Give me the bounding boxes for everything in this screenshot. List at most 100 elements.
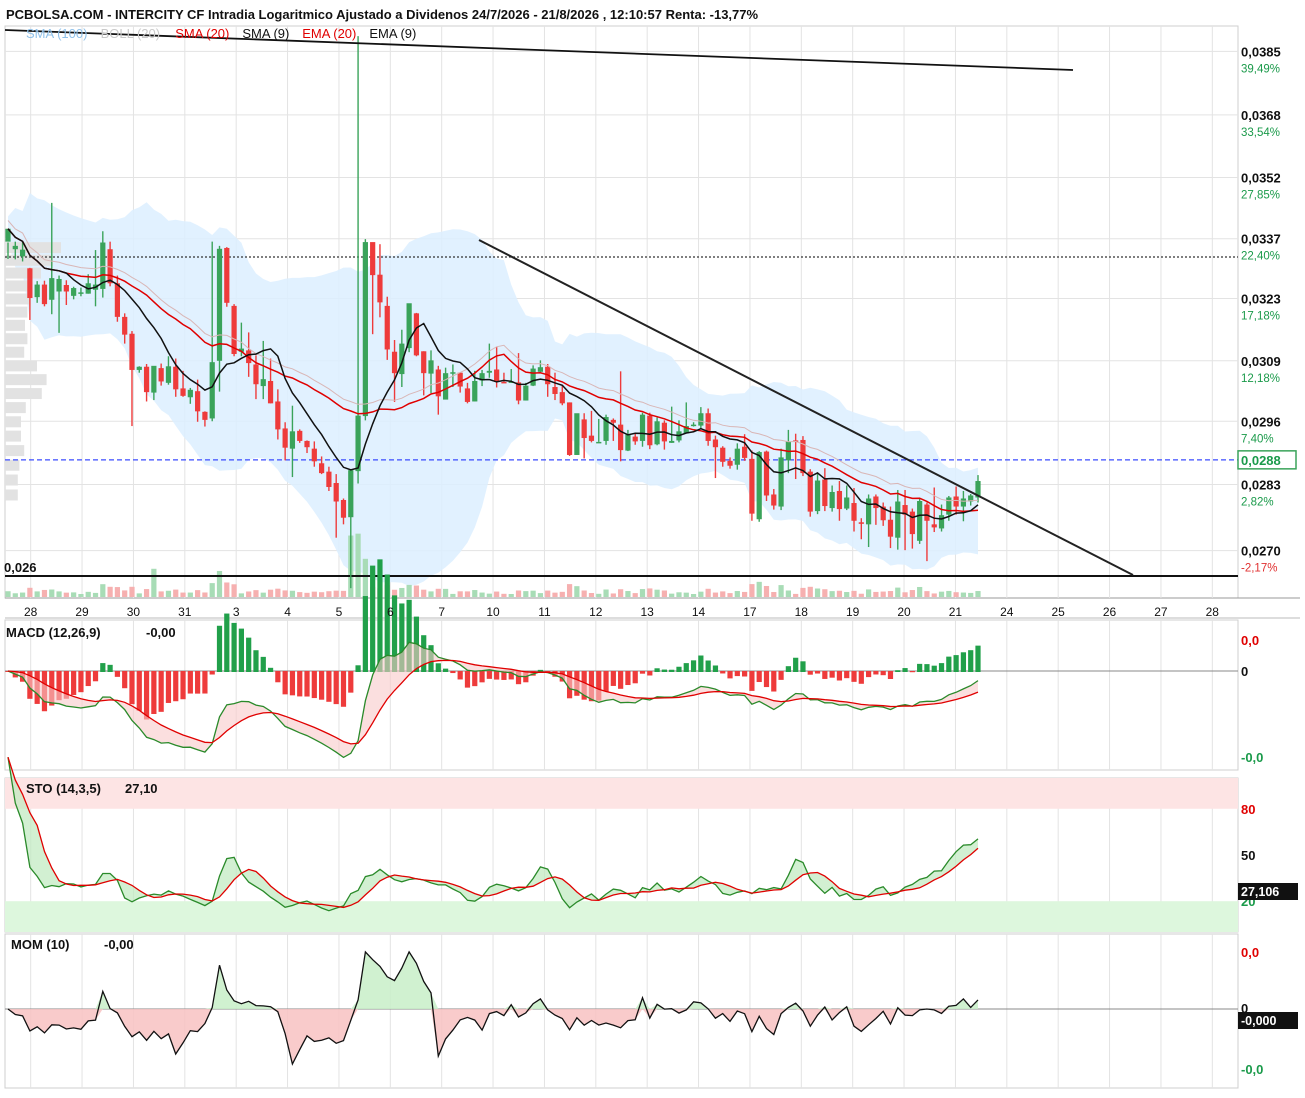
y-tick-pct: 2,82% <box>1241 496 1274 508</box>
legend-entry: SMA (20) <box>175 26 229 41</box>
macd-histogram-bar <box>537 669 544 672</box>
candle-body <box>771 494 777 506</box>
candle-body <box>399 343 405 375</box>
macd-histogram-bar <box>793 657 799 672</box>
volume-bar <box>807 586 813 597</box>
macd-histogram-bar <box>165 671 172 703</box>
volume-bar <box>12 593 18 597</box>
sto-oversold-zone <box>5 901 1238 932</box>
y-tick-price: 0,0352 <box>1241 170 1281 185</box>
candle-body <box>778 457 784 507</box>
candle-body <box>151 365 157 393</box>
x-tick-label: 7 <box>438 605 445 619</box>
macd-histogram-bar <box>122 671 128 689</box>
macd-y-tick: 0 <box>1241 664 1248 679</box>
candle-body <box>596 441 602 444</box>
macd-histogram-bar <box>836 671 843 681</box>
candle-body <box>909 511 915 535</box>
volume-bar <box>27 587 33 597</box>
volume-bar <box>669 593 675 597</box>
macd-histogram-bar <box>756 671 762 683</box>
candle-body <box>34 284 40 298</box>
volume-bar <box>494 591 500 597</box>
mom-value: -0,00 <box>104 937 134 952</box>
candle-body <box>71 288 77 296</box>
volume-bar <box>100 584 106 597</box>
candle-body <box>887 519 894 537</box>
volume-bar <box>479 592 485 597</box>
candle-body <box>253 364 259 385</box>
macd-histogram-bar <box>515 671 522 685</box>
volume-bar <box>136 593 142 597</box>
volume-bar <box>114 587 121 597</box>
macd-histogram-bar <box>960 652 967 672</box>
candle-body <box>931 524 937 528</box>
macd-histogram-bar <box>814 671 821 674</box>
candle-body <box>742 446 748 458</box>
candle-body <box>946 497 952 515</box>
macd-histogram-bar <box>610 671 616 686</box>
candle-body <box>581 419 587 439</box>
volume-bar <box>661 590 667 597</box>
volume-bar <box>946 590 952 597</box>
volume-bar <box>566 584 573 597</box>
candle-body <box>333 483 339 502</box>
candle-body <box>391 351 398 374</box>
sto-d-line <box>7 757 979 909</box>
volume-bar <box>647 588 653 597</box>
volume-bar <box>639 589 646 597</box>
macd-histogram-bar <box>880 671 886 676</box>
volume-bar <box>603 589 609 597</box>
macd-histogram-bar <box>865 671 872 678</box>
volume-bar <box>712 592 719 597</box>
volume-bar <box>683 592 689 597</box>
volume-bar <box>938 591 945 597</box>
current-price-tag <box>1237 450 1297 470</box>
volume-bar <box>85 591 91 597</box>
candle-body <box>238 348 244 352</box>
volume-bar <box>559 591 565 597</box>
volume-bar <box>275 588 281 597</box>
volume-bar <box>924 591 930 597</box>
candle-body <box>209 362 215 419</box>
volume-bar <box>260 592 266 597</box>
macd-histogram-bar <box>632 671 638 684</box>
candle-body <box>698 413 704 426</box>
x-tick-label: 10 <box>486 605 500 619</box>
macd-histogram-bar <box>136 671 142 711</box>
macd-histogram-bar <box>873 671 879 675</box>
volume-profile-bar <box>5 459 20 471</box>
sto-k-line <box>7 757 979 912</box>
volume-profile-bar <box>5 242 61 254</box>
macd-histogram-bar <box>931 665 937 672</box>
macd-histogram-bar <box>734 671 740 677</box>
volume-bar <box>902 592 908 597</box>
macd-histogram-bar <box>618 671 624 689</box>
y-tick-pct: 22,40% <box>1241 251 1280 263</box>
volume-bar <box>34 591 40 597</box>
candle-body <box>763 451 770 496</box>
macd-histogram-bar <box>690 660 697 672</box>
candle-body <box>953 496 959 507</box>
macd-histogram-bar <box>654 668 660 672</box>
volume-bar <box>238 593 244 597</box>
macd-signal-line <box>7 659 979 745</box>
current-price-value: 0,0288 <box>1241 453 1281 468</box>
candle-body <box>844 497 850 509</box>
volume-bar <box>742 591 748 597</box>
volume-bar <box>355 533 361 597</box>
volume-bar <box>545 590 551 597</box>
candle-body <box>895 501 901 538</box>
volume-bar <box>771 592 777 597</box>
volume-bar <box>231 584 237 597</box>
macd-histogram-bar <box>844 671 850 679</box>
volume-profile-bar <box>5 388 42 400</box>
macd-histogram-bar <box>450 671 456 674</box>
volume-bar <box>588 593 595 597</box>
volume-profile-bar <box>5 374 47 386</box>
volume-profile-bar <box>5 346 25 358</box>
candle-body <box>442 373 449 400</box>
volume-bar <box>676 592 682 597</box>
